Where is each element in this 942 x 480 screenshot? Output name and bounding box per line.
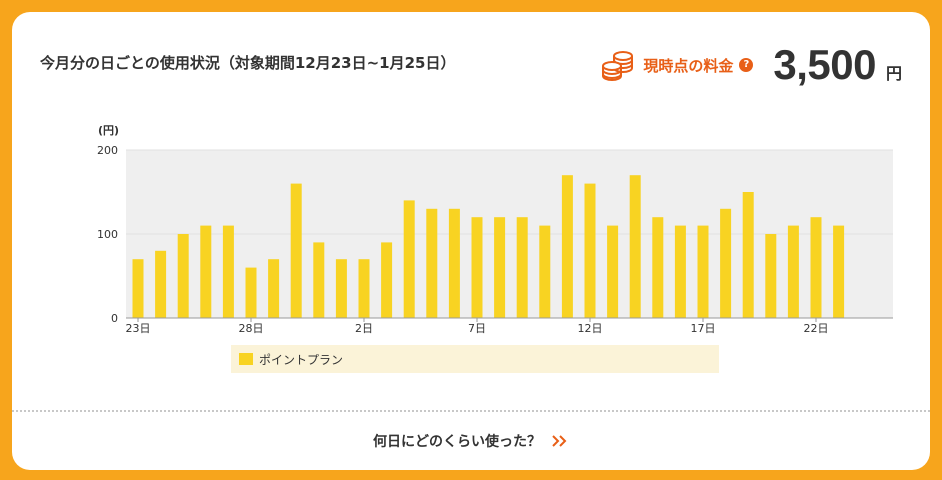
bar (516, 217, 528, 318)
legend-swatch (239, 353, 253, 365)
x-tick-label: 17日 (691, 322, 716, 335)
y-axis-label: (円) (98, 124, 119, 137)
coins-icon (602, 51, 634, 81)
bar (268, 259, 280, 318)
fee-amount: 3,500 (773, 41, 876, 88)
chart-legend: ポイントプラン (231, 345, 719, 373)
bar (381, 242, 393, 318)
double-chevron-right-icon[interactable] (551, 434, 569, 448)
x-tick-label: 2日 (355, 322, 373, 335)
bar (200, 225, 212, 318)
x-tick-label: 22日 (804, 322, 829, 335)
y-tick-label: 200 (97, 144, 118, 157)
bar (629, 175, 641, 318)
bar (810, 217, 822, 318)
bar (177, 234, 189, 318)
x-tick-label: 12日 (578, 322, 603, 335)
bar (132, 259, 144, 318)
y-tick-label: 0 (111, 312, 118, 325)
bar (652, 217, 664, 318)
daily-usage-chart: 0 100 200 (円) 23日 28日 2日 7日 12日 17日 22日 (97, 124, 893, 335)
bar (494, 217, 506, 318)
legend-label: ポイントプラン (259, 352, 344, 367)
bar (697, 225, 709, 318)
x-tick-label: 23日 (126, 322, 151, 335)
bar (584, 183, 596, 318)
bar (358, 259, 370, 318)
fee-unit: 円 (885, 64, 902, 83)
current-fee: 現時点の料金 ? 3,500 円 (601, 40, 902, 90)
x-tick-label: 7日 (468, 322, 486, 335)
bar (742, 192, 754, 318)
bar (448, 208, 460, 318)
usage-card: 今月分の日ごとの使用状況（対象期間12月23日~1月25日） 現時点の料金 ? … (12, 12, 930, 470)
bar (787, 225, 799, 318)
bar (290, 183, 302, 318)
bar (155, 250, 167, 318)
bar (674, 225, 686, 318)
bar (561, 175, 573, 318)
help-icon[interactable]: ? (739, 58, 754, 72)
daily-detail-link[interactable]: 何日にどのくらい使った？ (12, 431, 930, 451)
bar (765, 234, 777, 318)
daily-detail-link-label[interactable]: 何日にどのくらい使った？ (373, 434, 541, 450)
page-title: 今月分の日ごとの使用状況（対象期間12月23日~1月25日） (40, 54, 456, 72)
bar (403, 200, 415, 318)
y-tick-label: 100 (97, 228, 118, 241)
bar (833, 225, 845, 318)
bar (222, 225, 234, 318)
bar (607, 225, 619, 318)
bar (539, 225, 551, 318)
fee-label: 現時点の料金 (643, 56, 734, 75)
bar (426, 208, 438, 318)
bar (245, 267, 257, 318)
bar (471, 217, 483, 318)
bar (335, 259, 347, 318)
bar (720, 208, 732, 318)
x-tick-label: 28日 (239, 322, 264, 335)
bar (313, 242, 325, 318)
divider (12, 410, 930, 412)
